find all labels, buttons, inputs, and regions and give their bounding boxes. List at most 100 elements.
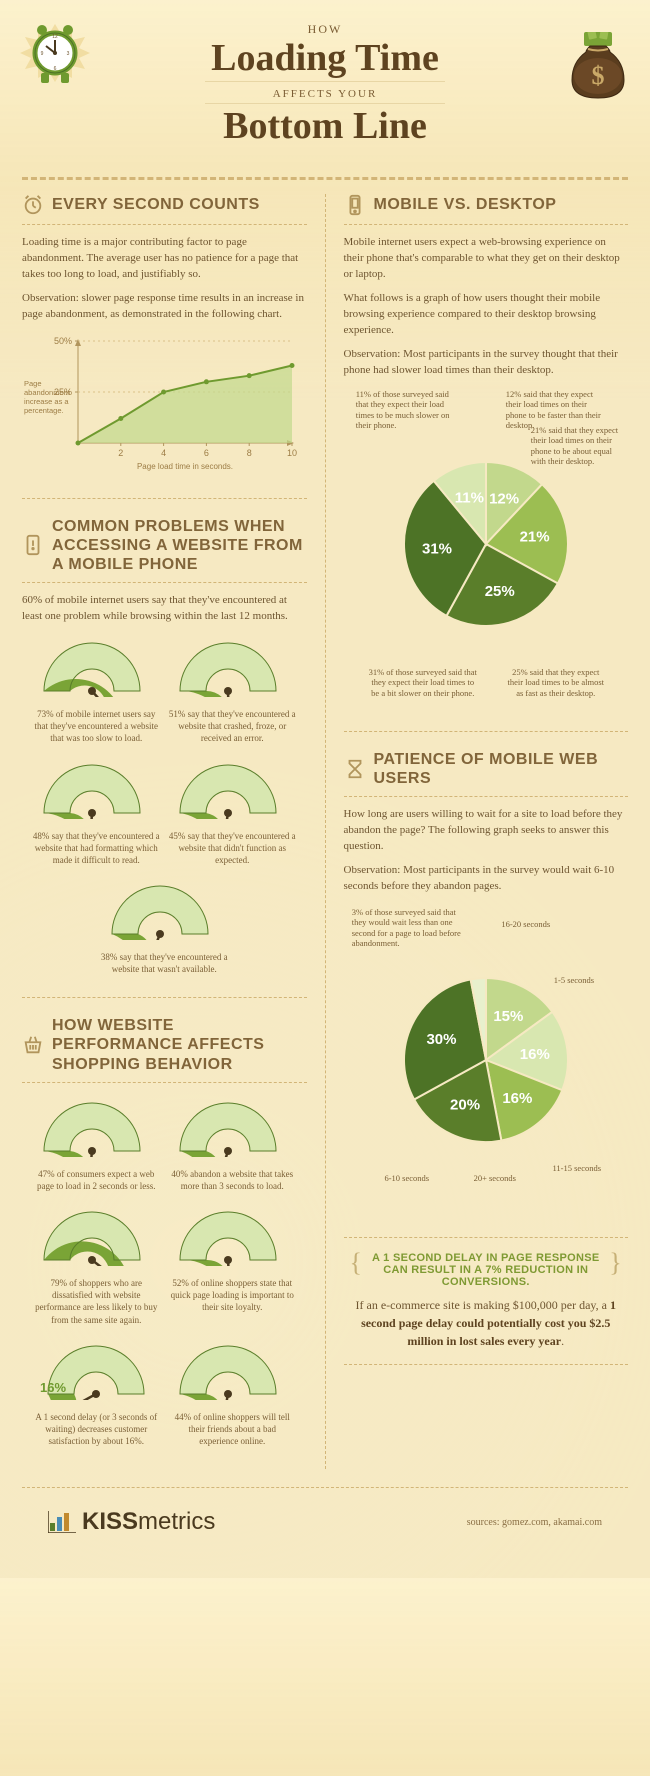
- header-title-1: Loading Time: [90, 39, 560, 77]
- callout-body: If an e-commerce site is making $100,000…: [354, 1296, 619, 1350]
- svg-text:25%: 25%: [484, 583, 514, 600]
- section-title: EVERY SECOND COUNTS: [22, 194, 307, 225]
- svg-text:50%: 50%: [54, 336, 72, 346]
- paragraph: Observation: Most participants in the su…: [344, 863, 629, 895]
- money-bag-icon: $: [566, 32, 630, 107]
- gauge: 44%44% of online shoppers will tell thei…: [168, 1336, 296, 1447]
- section-divider: [344, 731, 629, 732]
- pie-slice-caption: 20+ seconds: [460, 1173, 530, 1184]
- gauge: 79%79% of shoppers who are dissatisfied …: [32, 1202, 160, 1326]
- basket-icon: [22, 1034, 44, 1056]
- header-rule: [205, 81, 445, 82]
- header-affects: AFFECTS YOUR: [90, 88, 560, 100]
- divider: [22, 177, 628, 180]
- gauge-caption: 38% say that they've encountered a websi…: [100, 951, 228, 975]
- pie-slice-caption: 1-5 seconds: [554, 975, 614, 986]
- alarm-clock-icon: [22, 194, 44, 216]
- svg-text:9: 9: [41, 51, 44, 57]
- pie-chart: 12% 21% 25% 31% 11%: [391, 449, 581, 639]
- gauge-caption: 79% of shoppers who are dissatisfied wit…: [32, 1277, 160, 1326]
- svg-text:12%: 12%: [489, 490, 519, 507]
- svg-text:16%: 16%: [40, 1380, 66, 1395]
- paragraph: Loading time is a major contributing fac…: [22, 235, 307, 283]
- gauge: 38%38% say that they've encountered a we…: [100, 876, 228, 975]
- gauge: 73%73% of mobile internet users say that…: [32, 633, 160, 744]
- pie-chart: 15%16%16%20%30%: [391, 965, 581, 1155]
- svg-text:$: $: [592, 61, 605, 90]
- svg-text:6: 6: [54, 66, 57, 72]
- svg-text:6: 6: [204, 448, 209, 458]
- svg-text:3: 3: [67, 51, 70, 57]
- header-title-2: Bottom Line: [90, 107, 560, 145]
- gauge-caption: 73% of mobile internet users say that th…: [32, 708, 160, 744]
- main-columns: EVERY SECOND COUNTS Loading time is a ma…: [0, 194, 650, 1469]
- mobile-icon: [344, 194, 366, 216]
- pie-slice-caption: 16-20 seconds: [486, 919, 566, 930]
- gauge-caption: 40% abandon a website that takes more th…: [168, 1168, 296, 1192]
- pie-slice-caption: 31% of those surveyed said that they exp…: [368, 667, 478, 699]
- svg-text:21%: 21%: [519, 528, 549, 545]
- gauge: 48%48% say that they've encountered a we…: [32, 755, 160, 866]
- gauge-caption: 47% of consumers expect a web page to lo…: [32, 1168, 160, 1192]
- clock-icon: 12 3 6 9: [18, 22, 92, 107]
- right-column: MOBILE VS. DESKTOP Mobile internet users…: [326, 194, 629, 1469]
- callout-header: A 1 SECOND DELAY IN PAGE RESPONSE CAN RE…: [354, 1252, 619, 1288]
- svg-text:16%: 16%: [502, 1089, 532, 1106]
- svg-text:31%: 31%: [422, 540, 452, 557]
- svg-text:8: 8: [247, 448, 252, 458]
- gauge: 51%51% say that they've encountered a we…: [168, 633, 296, 744]
- gauge: 45%45% say that they've encountered a we…: [168, 755, 296, 866]
- pie-slice-caption: 25% said that they expect their load tim…: [506, 667, 606, 699]
- header-how: HOW: [90, 22, 560, 37]
- section-mobile-vs-desktop: MOBILE VS. DESKTOP Mobile internet users…: [344, 194, 629, 709]
- section-common-problems: COMMON PROBLEMS WHEN ACCESSING A WEBSITE…: [22, 517, 307, 976]
- paragraph: What follows is a graph of how users tho…: [344, 291, 629, 339]
- paragraph: 60% of mobile internet users say that th…: [22, 593, 307, 625]
- section-divider: [22, 997, 307, 998]
- pie-slice-caption: 11% of those surveyed said that they exp…: [356, 389, 456, 432]
- paragraph: Observation: slower page response time r…: [22, 291, 307, 323]
- gauge: 52%52% of online shoppers state that qui…: [168, 1202, 296, 1326]
- section-title: MOBILE VS. DESKTOP: [344, 194, 629, 225]
- svg-text:2: 2: [118, 448, 123, 458]
- gauge-caption: 44% of online shoppers will tell their f…: [168, 1411, 296, 1447]
- pie-slice-caption: 3% of those surveyed said that they woul…: [352, 907, 464, 950]
- gauges-grid: 73%73% of mobile internet users say that…: [22, 633, 307, 975]
- svg-text:15%: 15%: [493, 1008, 523, 1025]
- header: 12 3 6 9 $ HOW Loading Time AFFECTS YOUR B…: [0, 0, 650, 163]
- svg-text:percentage.: percentage.: [24, 406, 64, 415]
- svg-text:11%: 11%: [454, 489, 483, 506]
- pie-chart-wrap: 12%21%25%31%11% 12% said that they expec…: [356, 389, 616, 709]
- gauge-caption: 48% say that they've encountered a websi…: [32, 830, 160, 866]
- pie-slice-caption: 6-10 seconds: [372, 1173, 442, 1184]
- svg-text:increase as a: increase as a: [24, 397, 69, 406]
- left-column: EVERY SECOND COUNTS Loading time is a ma…: [22, 194, 325, 1469]
- svg-text:10: 10: [287, 448, 297, 458]
- section-shopping-behavior: HOW WEBSITE PERFORMANCE AFFECTS SHOPPING…: [22, 1016, 307, 1447]
- gauge-caption: A 1 second delay (or 3 seconds of waitin…: [32, 1411, 160, 1447]
- line-chart: 25%50%246810Page load time in seconds.Pa…: [22, 331, 307, 476]
- svg-text:20%: 20%: [450, 1096, 480, 1113]
- section-title: HOW WEBSITE PERFORMANCE AFFECTS SHOPPING…: [22, 1016, 307, 1083]
- logo-bars-icon: [48, 1511, 76, 1533]
- gauges-grid: 47%47% of consumers expect a web page to…: [22, 1093, 307, 1447]
- gauge: 47%47% of consumers expect a web page to…: [32, 1093, 160, 1192]
- footer-sources: sources: gomez.com, akamai.com: [467, 1517, 602, 1528]
- paragraph: How long are users willing to wait for a…: [344, 807, 629, 855]
- svg-text:abandonment: abandonment: [24, 388, 71, 397]
- gauge-caption: 45% say that they've encountered a websi…: [168, 830, 296, 866]
- gauge: 16% A 1 second delay (or 3 seconds of wai…: [32, 1336, 160, 1447]
- section-title: PATIENCE OF MOBILE WEB USERS: [344, 750, 629, 797]
- svg-text:Page: Page: [24, 379, 42, 388]
- gauge-caption: 51% say that they've encountered a websi…: [168, 708, 296, 744]
- paragraph: Observation: Most participants in the su…: [344, 347, 629, 379]
- paragraph: Mobile internet users expect a web-brows…: [344, 235, 629, 283]
- section-title: COMMON PROBLEMS WHEN ACCESSING A WEBSITE…: [22, 517, 307, 584]
- kissmetrics-logo: KISSmetrics: [48, 1508, 215, 1536]
- gauge-caption: 52% of online shoppers state that quick …: [168, 1277, 296, 1313]
- svg-text:30%: 30%: [426, 1031, 456, 1048]
- svg-text:12: 12: [52, 34, 58, 40]
- section-every-second: EVERY SECOND COUNTS Loading time is a ma…: [22, 194, 307, 476]
- section-divider: [22, 498, 307, 499]
- footer: KISSmetrics sources: gomez.com, akamai.c…: [22, 1487, 628, 1558]
